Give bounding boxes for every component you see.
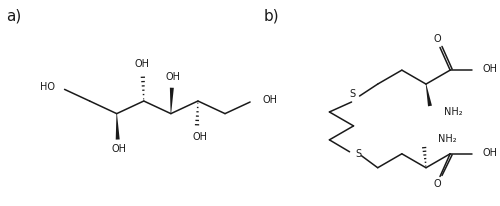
Text: OH: OH xyxy=(483,64,498,74)
Text: NH₂: NH₂ xyxy=(438,134,456,144)
Polygon shape xyxy=(170,88,174,114)
Polygon shape xyxy=(116,114,119,140)
Text: OH: OH xyxy=(483,148,498,158)
Text: OH: OH xyxy=(134,59,150,69)
Text: NH₂: NH₂ xyxy=(444,107,462,117)
Text: OH: OH xyxy=(192,132,208,142)
Text: O: O xyxy=(433,179,441,190)
Text: S: S xyxy=(356,149,362,159)
Text: S: S xyxy=(350,89,356,99)
Text: O: O xyxy=(433,34,441,44)
Text: b): b) xyxy=(264,8,280,23)
Text: a): a) xyxy=(6,8,21,23)
Text: OH: OH xyxy=(166,72,180,82)
Text: OH: OH xyxy=(111,144,126,154)
Text: OH: OH xyxy=(262,95,277,105)
Text: HO: HO xyxy=(40,82,54,92)
Polygon shape xyxy=(426,84,432,106)
